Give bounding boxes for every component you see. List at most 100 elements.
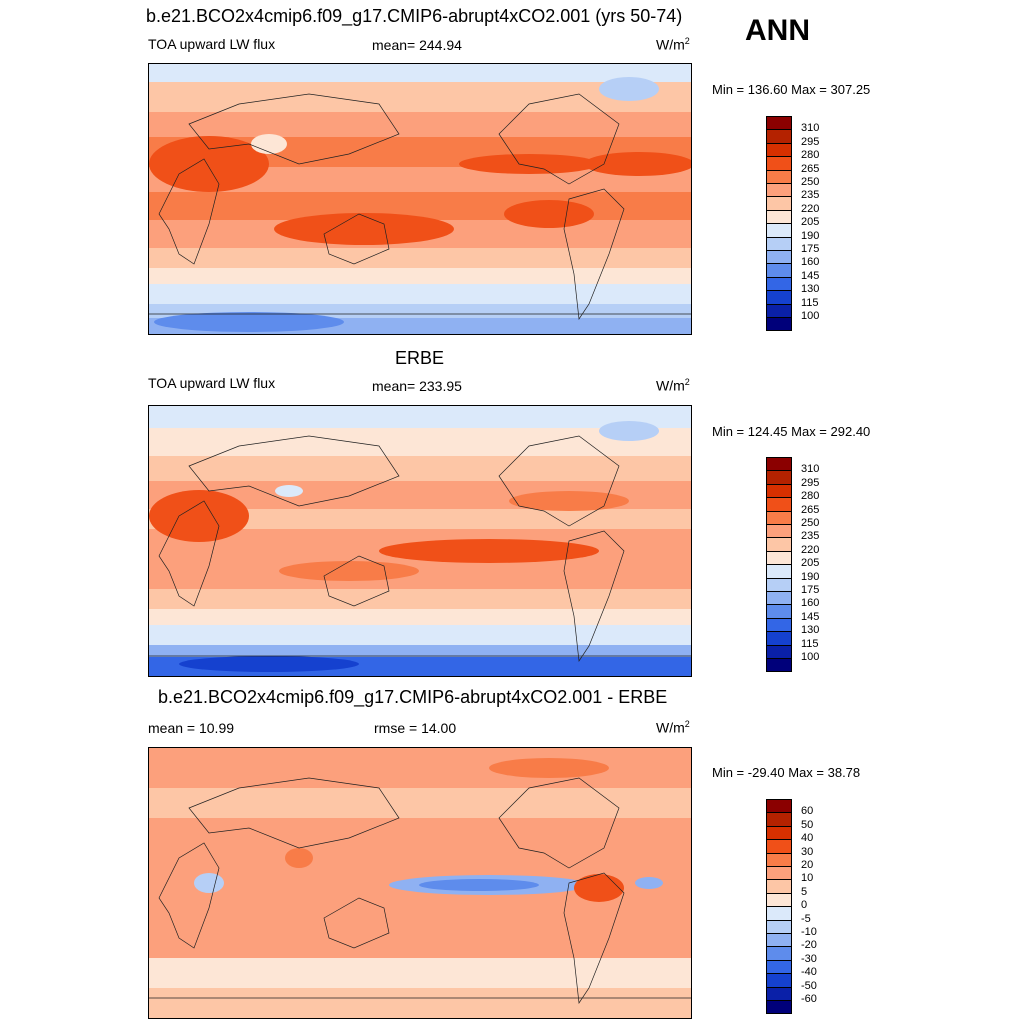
colorbar-tick-label: 60	[801, 805, 814, 818]
colorbar-tick-label: -50	[801, 979, 817, 992]
colorbar-tick-label: 175	[801, 584, 820, 596]
colorbar-tick-label: 220	[801, 543, 820, 556]
colorbar-tick-label: 10	[801, 872, 814, 885]
colorbar-swatch	[766, 524, 792, 539]
colorbar-tick-label: 0	[801, 899, 808, 912]
colorbar-tick-label: -30	[801, 952, 817, 965]
panel2-map	[148, 405, 692, 677]
colorbar-swatch	[766, 879, 792, 894]
colorbar-swatch	[766, 591, 792, 606]
panel1-title: b.e21.BCO2x4cmip6.f09_g17.CMIP6-abrupt4x…	[146, 6, 683, 26]
colorbar-swatch	[766, 142, 792, 158]
colorbar-tick-label: -60	[801, 993, 817, 1005]
colorbar-tick-label: 160	[801, 597, 820, 610]
season-label: ANN	[745, 14, 810, 47]
colorbar-tick-label: 265	[801, 503, 820, 516]
colorbar-tick-label: 145	[801, 610, 820, 623]
colorbar-tick-label: 145	[801, 269, 820, 282]
colorbar-tick-label: 190	[801, 229, 820, 242]
colorbar-tick-label: -20	[801, 939, 817, 952]
colorbar-swatch	[766, 263, 792, 278]
colorbar-swatch	[766, 577, 792, 592]
colorbar-tick-label: 310	[801, 122, 820, 135]
panel3-units: W/m2	[656, 719, 690, 736]
colorbar-tick-label: 205	[801, 557, 820, 570]
panel2-mean-label: mean= 233.95	[372, 378, 462, 394]
colorbar-swatch	[766, 457, 792, 472]
panel3-map	[148, 747, 692, 1019]
colorbar-swatch	[766, 303, 792, 318]
colorbar-tick-label: 50	[801, 818, 814, 831]
colorbar-swatch	[766, 169, 792, 184]
colorbar-swatch	[766, 933, 792, 948]
colorbar-swatch	[766, 825, 792, 841]
colorbar-swatch	[766, 196, 792, 211]
colorbar-swatch	[766, 317, 792, 332]
colorbar-swatch	[766, 604, 792, 619]
colorbar-swatch	[766, 919, 792, 934]
colorbar-swatch	[766, 290, 792, 305]
colorbar-swatch	[766, 866, 792, 881]
panel1-map	[148, 63, 692, 335]
colorbar-swatch	[766, 497, 792, 512]
panel3-minmax: Min = -29.40 Max = 38.78	[712, 765, 861, 780]
panel2-title: ERBE	[395, 348, 445, 368]
colorbar-tick-label: 5	[801, 885, 808, 898]
colorbar-swatch	[766, 617, 792, 633]
colorbar-tick-label: 295	[801, 135, 820, 148]
colorbar-swatch	[766, 946, 792, 961]
colorbar-swatch	[766, 812, 792, 827]
colorbar-tick-label: 205	[801, 216, 820, 229]
colorbar-swatch	[766, 537, 792, 552]
colorbar-tick-label: 250	[801, 517, 820, 529]
colorbar-swatch	[766, 276, 792, 292]
colorbar-swatch	[766, 892, 792, 908]
colorbar-tick-label: 310	[801, 463, 820, 476]
colorbar-tick-label: 235	[801, 530, 820, 543]
colorbar-swatch	[766, 852, 792, 867]
colorbar-tick-label: 130	[801, 624, 820, 637]
colorbar-swatch	[766, 799, 792, 814]
colorbar-tick-label: 280	[801, 490, 820, 503]
colorbar-tick-label: -10	[801, 926, 817, 938]
colorbar-swatch	[766, 250, 792, 265]
colorbar-swatch	[766, 906, 792, 921]
colorbar-tick-label: 160	[801, 256, 820, 269]
colorbar-tick-label: 265	[801, 162, 820, 175]
colorbar-tick-label: 100	[801, 651, 820, 663]
panel3-title: b.e21.BCO2x4cmip6.f09_g17.CMIP6-abrupt4x…	[158, 687, 668, 707]
colorbar-swatch	[766, 236, 792, 251]
panel1-variable-label: TOA upward LW flux	[148, 36, 276, 52]
panel2-units: W/m2	[656, 377, 690, 394]
colorbar-swatch	[766, 1000, 792, 1015]
colorbar-tick-label: 220	[801, 202, 820, 215]
panel2-minmax: Min = 124.45 Max = 292.40	[712, 424, 871, 439]
colorbar-swatch	[766, 973, 792, 988]
colorbar-tick-label: 295	[801, 476, 820, 489]
colorbar-swatch	[766, 116, 792, 131]
panel2-variable-label: TOA upward LW flux	[148, 375, 276, 391]
colorbar-tick-label: 100	[801, 310, 820, 322]
colorbar-tick-label: 115	[801, 296, 819, 309]
panel1-minmax: Min = 136.60 Max = 307.25	[712, 82, 871, 97]
colorbar-swatch	[766, 644, 792, 659]
colorbar-tick-label: 235	[801, 189, 820, 202]
colorbar-tick-label: 175	[801, 243, 820, 255]
colorbar-swatch	[766, 470, 792, 485]
colorbar-tick-label: 20	[801, 859, 814, 871]
colorbar-tick-label: 190	[801, 570, 820, 583]
colorbar-tick-label: 30	[801, 845, 814, 858]
colorbar-swatch	[766, 510, 792, 525]
colorbar-swatch	[766, 986, 792, 1001]
colorbar-swatch	[766, 631, 792, 646]
colorbar-tick-label: 40	[801, 832, 814, 845]
colorbar-swatch	[766, 156, 792, 171]
panel1-mean-label: mean= 244.94	[372, 37, 462, 53]
colorbar-tick-label: 115	[801, 637, 819, 650]
colorbar-swatch	[766, 483, 792, 499]
colorbar-tick-label: 130	[801, 283, 820, 296]
colorbar-swatch	[766, 550, 792, 566]
colorbar-swatch	[766, 129, 792, 144]
colorbar-swatch	[766, 223, 792, 238]
colorbar-swatch	[766, 564, 792, 579]
